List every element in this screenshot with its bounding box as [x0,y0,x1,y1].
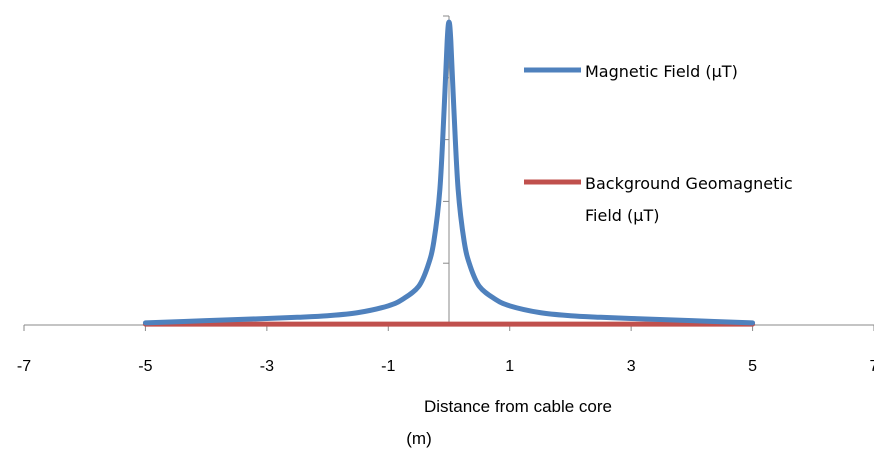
x-tick-label: -7 [17,358,31,375]
x-tick-label: -3 [260,358,274,375]
x-axis-title-line: (m) [406,429,431,448]
x-tick-label: 5 [748,358,757,375]
legend: Magnetic Field (µT) Background Geomagneti… [524,62,793,225]
legend-label: Field (µT) [585,206,659,225]
x-ticks: -7 -5 -3 -1 1 3 5 7 [17,325,874,375]
x-tick-label: 3 [627,358,636,375]
series-layer [142,19,756,327]
x-tick-label: -5 [138,358,152,375]
x-tick-label: 1 [505,358,514,375]
legend-label: Background Geomagnetic [585,174,793,193]
series-line-magnetic-field [142,19,756,326]
x-axis-title: Distance from cable core (m) [406,397,612,448]
x-tick-label: -1 [381,358,395,375]
x-tick-label: 7 [870,358,874,375]
legend-label: Magnetic Field (µT) [585,62,738,81]
x-axis-title-line: Distance from cable core [424,397,612,416]
